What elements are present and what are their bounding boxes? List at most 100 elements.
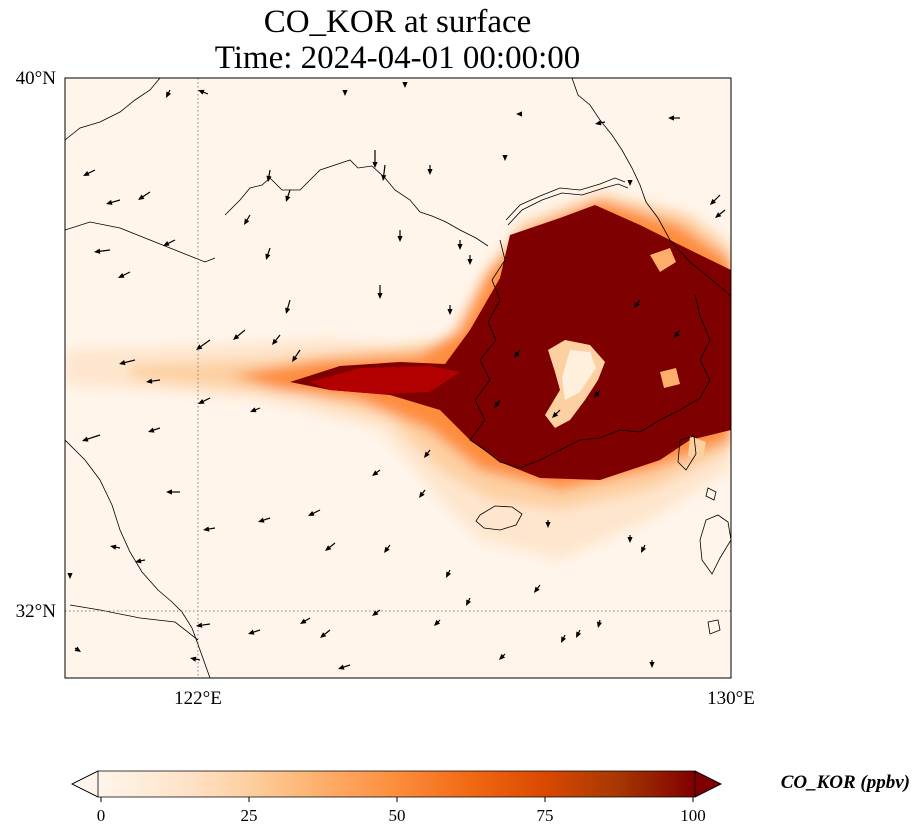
- plume-core: [290, 205, 731, 480]
- colorbar: 0 25 50 75 100 CO_KOR (ppbv): [71, 770, 910, 825]
- wind-vector-arrow: [466, 597, 472, 606]
- wind-vector-arrow: [338, 664, 351, 670]
- wind-vector-arrow: [516, 111, 522, 117]
- wind-vector-arrow: [434, 619, 441, 626]
- lat-tick-label-32N: 32°N: [16, 601, 57, 622]
- colorbar-tick-label-75: 75: [537, 806, 554, 825]
- wind-vector-arrow: [372, 609, 381, 616]
- wind-vector-arrow: [190, 656, 201, 662]
- colorbar-min-extension: [71, 770, 99, 798]
- wind-vector-arrow: [419, 489, 426, 498]
- colorbar-outline: [71, 770, 722, 798]
- wind-vector-arrow: [67, 573, 73, 579]
- wind-vector-arrow: [110, 544, 121, 550]
- wind-vector-arrow: [427, 165, 433, 175]
- wind-vector-arrow: [397, 230, 403, 242]
- wind-vector-arrow: [499, 653, 506, 660]
- wind-vector-arrow: [545, 520, 551, 528]
- wind-vector-arrow: [135, 558, 146, 564]
- wind-vector-arrow: [308, 509, 321, 516]
- wind-vector-arrow: [534, 584, 541, 593]
- wind-vector-arrow: [446, 569, 452, 578]
- lon-tick-label-122E: 122°E: [174, 688, 222, 709]
- wind-vector-arrow: [82, 434, 101, 442]
- wind-vector-arrow: [502, 155, 508, 161]
- wind-vector-arrow: [424, 449, 431, 458]
- wind-vector-arrow: [74, 646, 81, 652]
- wind-vector-arrow: [148, 427, 161, 433]
- title-line-1: CO_KOR at surface: [263, 4, 532, 40]
- wind-vector-arrow: [163, 239, 176, 246]
- wind-vector-arrow: [233, 329, 246, 340]
- wind-vector-arrow: [285, 189, 291, 202]
- wind-vector-arrow: [372, 469, 381, 476]
- wind-vector-arrow: [146, 378, 161, 384]
- wind-vector-arrow: [552, 409, 561, 418]
- lat-tick-labels: 40°N 32°N: [16, 68, 57, 622]
- wind-vector-arrow: [467, 255, 473, 265]
- colorbar-gradient: [98, 771, 695, 797]
- wind-vector-arrow: [384, 544, 391, 553]
- wind-vector-arrow: [514, 349, 521, 358]
- plot-title: CO_KOR at surface Time: 2024-04-01 00:00…: [0, 4, 795, 76]
- wind-vector-arrow: [272, 334, 281, 345]
- lat-tick-label-40N: 40°N: [16, 68, 57, 89]
- wind-vector-arrow: [83, 169, 96, 176]
- wind-vector-arrow: [576, 629, 582, 638]
- wind-vector-arrow: [166, 89, 172, 98]
- wind-vector-arrow: [166, 489, 180, 495]
- wind-vector-arrow: [595, 120, 606, 126]
- wind-vector-arrow: [196, 622, 211, 628]
- wind-vector-arrow: [447, 305, 453, 315]
- wind-vector-arrow: [94, 248, 111, 254]
- lon-tick-label-130E: 130°E: [707, 688, 755, 709]
- wind-vector-arrow: [119, 359, 136, 366]
- wind-vector-arrow: [402, 82, 408, 88]
- wind-vector-arrow: [649, 660, 655, 668]
- plume-tail: [310, 366, 460, 394]
- wind-vector-arrow: [668, 115, 680, 121]
- wind-vector-arrow: [198, 89, 209, 95]
- wind-vector-arrow: [265, 247, 271, 260]
- gridlines: [65, 78, 731, 678]
- wind-vector-arrow: [250, 407, 261, 413]
- map-panel: [65, 78, 731, 678]
- wind-vector-arrow: [138, 191, 151, 200]
- wind-vector-arrow: [118, 271, 131, 278]
- colorbar-max-extension: [694, 770, 722, 798]
- colorbar-tick-label-100: 100: [680, 806, 706, 825]
- wind-vector-arrow: [594, 389, 601, 398]
- wind-vector-arrow: [634, 299, 641, 308]
- wind-vector-arrow: [561, 634, 567, 643]
- wind-vector-arrow: [457, 240, 463, 250]
- wind-vector-arrow: [627, 180, 633, 186]
- wind-vector-arrow: [292, 349, 301, 362]
- wind-vector-arrow: [203, 526, 216, 532]
- wind-vector-arrow: [372, 150, 378, 168]
- wind-vector-arrow: [342, 90, 348, 96]
- wind-vector-arrow: [627, 535, 633, 543]
- wind-vector-arrow: [106, 199, 121, 205]
- wind-vector-arrow: [285, 299, 291, 314]
- wind-vector-arrow: [596, 619, 602, 628]
- colorbar-tick-label-0: 0: [97, 806, 106, 825]
- wind-vector-arrow: [715, 209, 726, 218]
- wind-vector-arrow: [320, 629, 331, 638]
- map-frame: [64, 77, 732, 679]
- colorbar-tick-label-25: 25: [241, 806, 258, 825]
- wind-vector-arrow: [641, 544, 647, 553]
- wind-vector-arrow: [674, 329, 681, 338]
- wind-vector-arrow: [266, 169, 272, 182]
- lon-tick-labels: 122°E 130°E: [174, 688, 755, 709]
- colorbar-tick-label-50: 50: [389, 806, 406, 825]
- wind-vector-arrow: [377, 285, 383, 299]
- colorbar-title: CO_KOR (ppbv): [781, 772, 910, 793]
- wind-vector-arrow: [381, 164, 387, 181]
- coastlines: [65, 78, 731, 678]
- wind-vector-arrow: [244, 214, 251, 225]
- wind-vector-arrow: [196, 339, 211, 350]
- wind-vector-arrow: [325, 542, 336, 551]
- wind-vector-arrow: [248, 629, 261, 635]
- wind-vector-arrow: [198, 397, 211, 404]
